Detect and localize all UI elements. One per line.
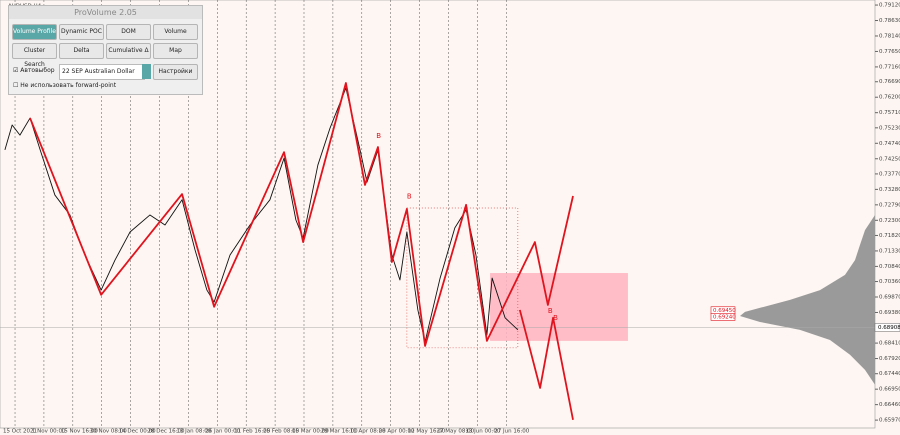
annotation: B: [407, 193, 412, 201]
x-tick-label: 26 Jan 00:00: [205, 429, 240, 435]
auto-checkbox[interactable]: ☑ Автовыбор: [13, 67, 55, 74]
y-tick-label: 0.72790: [879, 202, 900, 208]
y-tick-label: 0.71330: [879, 248, 900, 254]
annotation: B: [553, 314, 558, 322]
y-tick-label: 0.68410: [879, 341, 900, 347]
button[interactable]: Dynamic POC: [59, 24, 104, 40]
button[interactable]: Настройки: [153, 64, 198, 80]
y-tick-label: 0.70360: [879, 279, 900, 285]
y-tick-label: 0.74250: [879, 156, 900, 162]
y-tick-label: 0.66460: [879, 402, 900, 408]
x-tick-label: 1 Nov 00:00: [32, 429, 66, 435]
button[interactable]: DOM: [106, 24, 151, 40]
provolume-panel: ProVolume 2.05 Volume Profile Dynamic PO…: [8, 5, 203, 95]
y-tick-label: 0.73770: [879, 171, 900, 177]
y-tick-label: 0.69870: [879, 295, 900, 301]
current-price-label: 0.68908: [878, 325, 900, 331]
x-tick-label: 12 May 16:00: [408, 429, 446, 435]
annotation: B: [548, 307, 553, 315]
x-tick-label: 11 Apr 08:00: [350, 429, 386, 435]
y-tick-label: 0.74740: [879, 141, 900, 147]
button[interactable]: Cumulative Δ: [106, 43, 151, 59]
x-tick-label: 27 Jun 16:00: [494, 429, 529, 435]
y-tick-label: 0.77650: [879, 49, 900, 55]
x-tick-label: 27 May 08:00: [436, 429, 474, 435]
y-tick-label: 0.75710: [879, 110, 900, 116]
price-tag-label: 0.69450: [713, 308, 736, 314]
y-tick-label: 0.79120: [879, 3, 900, 9]
instrument-select[interactable]: 22 SEP Australian Dollar: [59, 64, 145, 80]
x-tick-label: 13 Jun 00:00: [465, 429, 500, 435]
forward-checkbox[interactable]: ☐ Не использовать forward-point: [13, 82, 117, 89]
x-tick-label: 28 Dec 16:00: [148, 429, 185, 435]
x-tick-label: 30 Nov 08:00: [90, 429, 128, 435]
x-tick-label: 13 Jan 08:00: [176, 429, 211, 435]
y-tick-label: 0.67440: [879, 371, 900, 377]
panel-title: ProVolume 2.05: [9, 6, 202, 19]
button[interactable]: Map: [153, 43, 198, 59]
price-tag: [710, 313, 736, 321]
y-tick-label: 0.66950: [879, 387, 900, 393]
y-tick-label: 0.76200: [879, 95, 900, 101]
y-tick-label: 0.76690: [879, 79, 900, 85]
annotation: B: [376, 132, 381, 140]
y-tick-label: 0.72300: [879, 218, 900, 224]
y-tick-label: 0.73280: [879, 187, 900, 193]
x-tick-label: 15 Oct 2021: [3, 429, 37, 435]
y-tick-label: 0.71820: [879, 233, 900, 239]
button[interactable]: Cluster Search: [12, 43, 57, 68]
x-tick-label: 28 Apr 00:00: [379, 429, 415, 435]
button[interactable]: Volume: [153, 24, 198, 40]
price-tag-label: 0.69240: [713, 314, 736, 320]
y-tick-label: 0.78140: [879, 33, 900, 39]
x-tick-label: 15 Mar 00:00: [292, 429, 329, 435]
x-tick-label: 14 Dec 00:00: [119, 429, 156, 435]
zone: [490, 273, 628, 341]
y-tick-label: 0.67920: [879, 356, 900, 362]
x-tick-label: 29 Mar 16:00: [321, 429, 358, 435]
y-tick-label: 0.78630: [879, 18, 900, 24]
y-tick-label: 0.65970: [879, 418, 900, 424]
series-line: [518, 309, 574, 420]
series-line: [29, 82, 574, 347]
button[interactable]: Volume Profile: [12, 24, 57, 40]
current-price-box: [874, 323, 900, 332]
y-tick-label: 0.77160: [879, 64, 900, 70]
auto-label: Автовыбор: [20, 67, 55, 74]
volume-profile: [740, 214, 875, 385]
y-tick-label: 0.70840: [879, 264, 900, 270]
forward-label: Не использовать forward-point: [20, 82, 117, 89]
x-tick-label: 11 Feb 16:00: [234, 429, 271, 435]
x-tick-label: 25 Feb 08:00: [263, 429, 300, 435]
y-tick-label: 0.69380: [879, 310, 900, 316]
x-tick-label: 15 Nov 16:00: [61, 429, 99, 435]
button[interactable]: Delta: [59, 43, 104, 59]
y-tick-label: 0.75230: [879, 125, 900, 131]
select-arrow[interactable]: [142, 64, 151, 79]
